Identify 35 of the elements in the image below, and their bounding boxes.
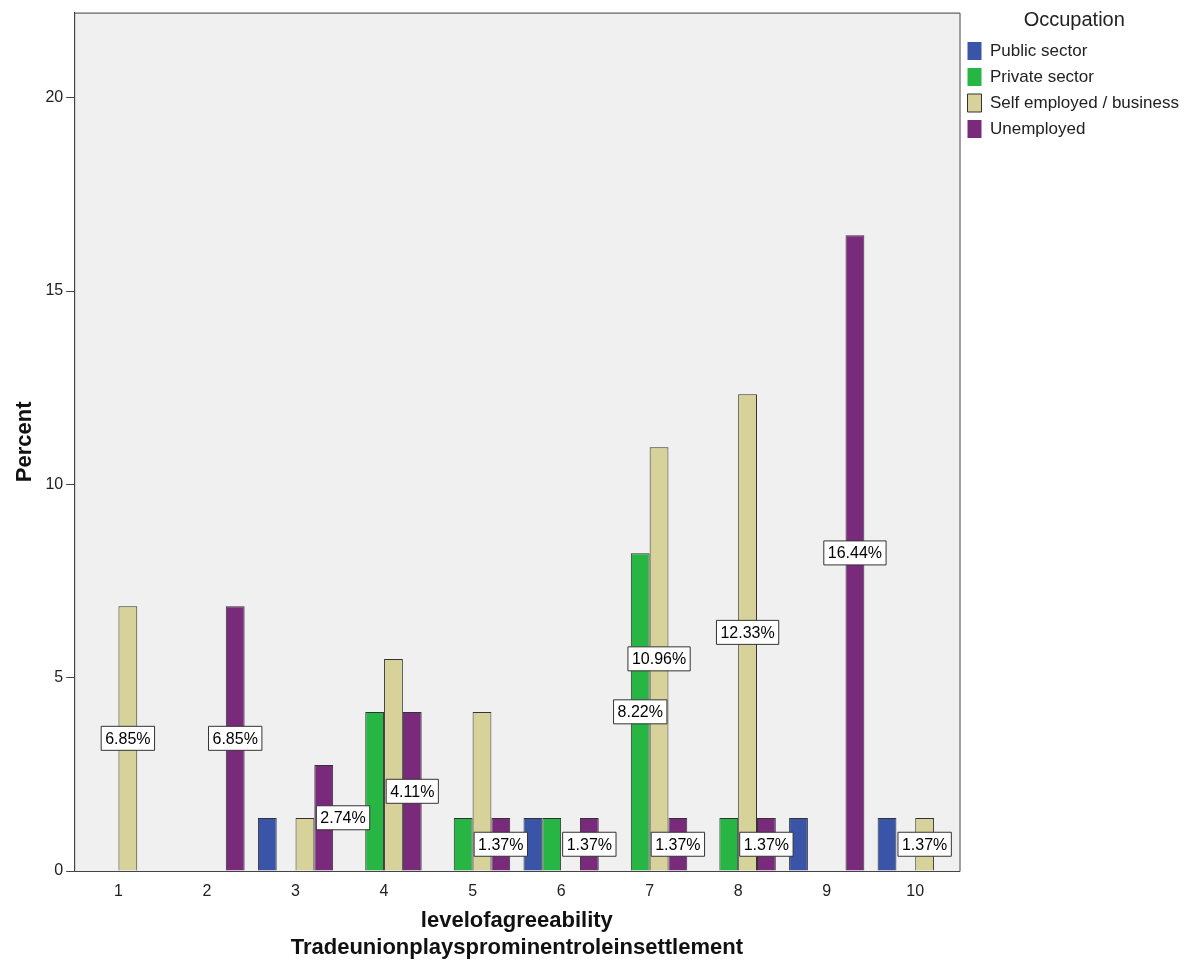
data-label: 1.37% xyxy=(655,835,701,853)
x-tick-label: 6 xyxy=(556,882,566,900)
y-tick-label: 10 xyxy=(45,474,64,492)
legend-label: Public sector xyxy=(990,40,1088,60)
data-label: 2.74% xyxy=(320,809,366,827)
x-tick-label: 8 xyxy=(733,882,743,900)
y-tick-label: 5 xyxy=(54,668,64,686)
x-tick-label: 9 xyxy=(822,882,832,900)
x-tick-label: 1 xyxy=(114,882,124,900)
data-label: 1.37% xyxy=(901,835,948,853)
data-label: 4.11% xyxy=(390,782,435,800)
data-label: 8.22% xyxy=(617,703,663,721)
y-tick-label: 15 xyxy=(45,281,64,299)
data-label: 1.37% xyxy=(478,835,524,853)
legend-label: Self employed / business xyxy=(990,92,1180,112)
x-tick-label: 4 xyxy=(379,882,389,900)
y-axis-title: Percent xyxy=(11,400,37,483)
y-tick-label: 20 xyxy=(45,88,64,106)
x-tick-label: 2 xyxy=(202,882,212,900)
legend-label: Unemployed xyxy=(990,118,1086,138)
x-tick-label: 3 xyxy=(291,882,301,900)
y-tick-label: 0 xyxy=(54,861,64,879)
x-tick-label: 5 xyxy=(468,882,478,900)
legend-title: Occupation xyxy=(1023,7,1125,30)
data-label: 12.33% xyxy=(720,623,775,641)
data-label: 16.44% xyxy=(827,544,883,562)
legend-label: Private sector xyxy=(990,66,1095,86)
data-label: 6.85% xyxy=(105,729,151,747)
x-tick-label: 7 xyxy=(645,882,655,900)
data-label: 1.37% xyxy=(743,835,790,853)
x-tick-label: 10 xyxy=(906,882,925,900)
data-label: 1.37% xyxy=(566,835,613,853)
data-label: 6.85% xyxy=(212,729,258,747)
x-axis-title: levelofagreeability Tradeunionplaysprominentroleinsettlement xyxy=(290,907,744,959)
data-label: 10.96% xyxy=(631,650,687,668)
